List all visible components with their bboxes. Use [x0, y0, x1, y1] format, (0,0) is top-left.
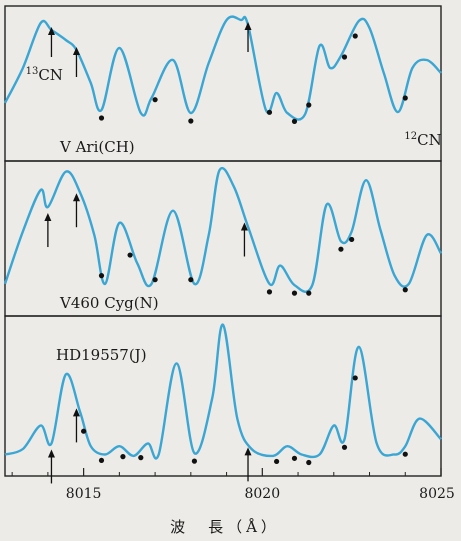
marker-dot [341, 444, 348, 450]
x-axis-title: 波 長（Å） [170, 518, 280, 536]
marker-arrow [72, 193, 80, 228]
marker-dot [120, 454, 126, 460]
marker-dot [338, 246, 344, 252]
marker-dot [152, 277, 158, 283]
marker-arrow [72, 47, 80, 77]
marker-dot [138, 455, 144, 461]
spectrum-line-1 [3, 15, 442, 121]
panel-frame [4, 160, 442, 317]
panel-frame [4, 315, 442, 477]
panels-group: V Ari(CH) 13CN 12CN V460 Cyg(N) HD19557(J) [3, 5, 443, 484]
isotope-label: 12CN [404, 131, 441, 149]
marker-dot [98, 457, 105, 464]
panel-2: V460 Cyg(N) [3, 160, 443, 317]
marker-dot [349, 236, 355, 243]
marker-dot [306, 102, 312, 108]
marker-arrow [44, 213, 52, 248]
panel-label-3: HD19557(J) [56, 346, 147, 364]
marker-dot [402, 95, 408, 101]
marker-arrow [240, 222, 248, 257]
marker-dot [266, 289, 273, 295]
marker-dot [291, 455, 298, 461]
spectrum-line-2 [3, 166, 443, 294]
x-tick-label: 8020 [244, 486, 280, 502]
marker-dot [81, 428, 87, 434]
marker-dot [291, 290, 298, 296]
x-tick-label: 8015 [66, 486, 102, 502]
marker-dot [188, 118, 194, 124]
marker-arrow [72, 408, 80, 443]
marker-dot [191, 458, 198, 464]
x-axis: 8015 8020 8025 [11, 468, 455, 502]
marker-dot [352, 375, 358, 381]
marker-dot [98, 115, 105, 121]
panel-label-1: V Ari(CH) [59, 138, 135, 156]
panel-3: HD19557(J) [4, 315, 442, 484]
marker-dot [127, 252, 133, 258]
panel-1: V Ari(CH) 13CN 12CN [3, 5, 442, 162]
marker-dot [98, 273, 105, 279]
marker-arrow [47, 449, 55, 484]
marker-dot [152, 97, 158, 103]
marker-dot [291, 118, 298, 124]
marker-dot [188, 277, 194, 283]
marker-dot [352, 33, 358, 39]
marker-arrow [244, 22, 252, 52]
marker-arrow [244, 447, 252, 482]
isotope-label: 13CN [26, 66, 63, 84]
marker-dot [306, 290, 312, 296]
x-tick-label: 8025 [419, 486, 455, 502]
panel-label-2: V460 Cyg(N) [59, 294, 159, 312]
marker-arrow [47, 27, 55, 57]
marker-dot [266, 109, 273, 115]
marker-dot [402, 287, 408, 293]
spectrum-line-3 [4, 323, 442, 460]
marker-dot [402, 451, 408, 457]
marker-dot [274, 458, 280, 465]
marker-dot [341, 54, 348, 60]
marker-dot [306, 459, 312, 466]
